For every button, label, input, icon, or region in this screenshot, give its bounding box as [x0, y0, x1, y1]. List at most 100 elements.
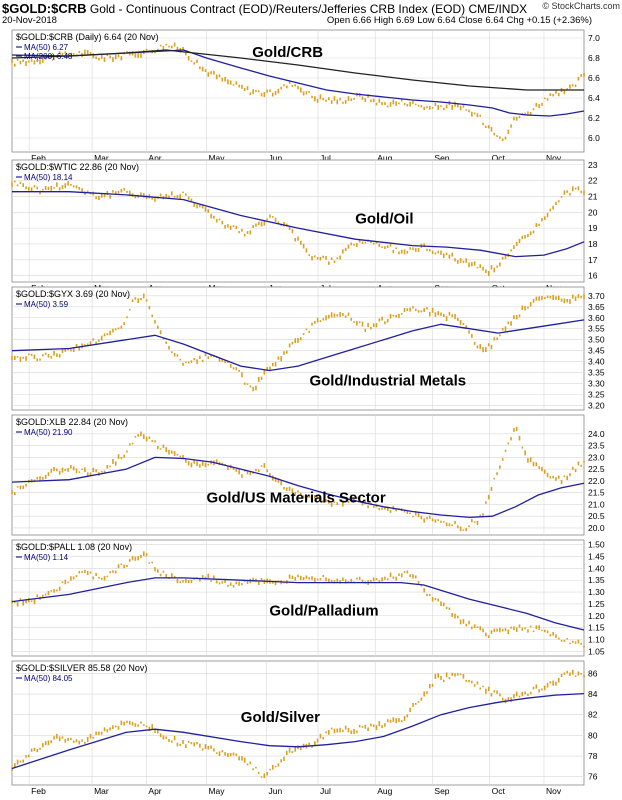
ma-label: MA(200) 6.48 [24, 52, 73, 61]
plot-frame [11, 414, 585, 536]
month-label: Oct [492, 786, 506, 796]
y-tick-label: 6.6 [588, 73, 600, 83]
panel-title: Gold/Oil [355, 210, 413, 227]
y-tick-label: 6.2 [588, 113, 600, 123]
y-tick-label: 20 [588, 207, 598, 217]
y-tick-label: 82 [588, 710, 598, 720]
chart-description: Gold - Continuous Contract (EOD)/Reuters… [89, 2, 528, 16]
y-tick-label: 23 [588, 160, 598, 170]
ma-label: MA(50) 84.05 [24, 674, 73, 683]
y-tick-label: 3.45 [588, 346, 605, 356]
y-tick-label: 1.35 [588, 575, 605, 585]
month-label: Feb [31, 786, 46, 796]
y-tick-label: 3.40 [588, 357, 605, 367]
month-label: Nov [546, 786, 562, 796]
y-tick-label: 3.20 [588, 401, 605, 411]
y-tick-label: 78 [588, 751, 598, 761]
y-tick-label: 21.5 [588, 488, 605, 498]
month-label: Aug [377, 786, 392, 796]
ma200-line [11, 49, 584, 91]
month-label: Mar [94, 786, 109, 796]
price-bars [11, 551, 585, 648]
y-tick-label: 22 [588, 176, 598, 186]
plot-frame [11, 660, 585, 786]
ma50-line [11, 456, 585, 519]
series-label: $GOLD:$CRB (Daily) 6.64 (20 Nov) [16, 32, 159, 42]
y-tick-label: 1.20 [588, 611, 605, 621]
y-tick-label: 3.70 [588, 291, 605, 301]
y-tick-label: 84 [588, 689, 598, 699]
panel-title: Gold/US Materials Sector [206, 490, 385, 507]
price-bars [11, 669, 585, 779]
month-label: Nov [546, 153, 562, 163]
y-tick-label: 16 [588, 271, 598, 281]
y-tick-label: 1.40 [588, 563, 605, 573]
ma-label: MA(50) 21.90 [24, 428, 73, 437]
y-tick-label: 23.5 [588, 441, 605, 451]
series-label: $GOLD:$PALL 1.08 (20 Nov) [16, 542, 132, 552]
ohlc-readout: Open 6.66 High 6.69 Low 6.64 Close 6.64 … [326, 15, 592, 26]
ma-label: MA(50) 6.27 [24, 43, 69, 52]
y-tick-label: 3.25 [588, 390, 605, 400]
series-label: $GOLD:$WTIC 22.86 (20 Nov) [16, 162, 139, 172]
month-label: Sep [434, 786, 449, 796]
price-bars [11, 293, 585, 392]
month-label: Aug [377, 153, 392, 163]
y-tick-label: 24.0 [588, 429, 605, 439]
month-label: Jul [320, 153, 331, 163]
y-tick-label: 3.30 [588, 379, 605, 389]
series-label: $GOLD:XLB 22.84 (20 Nov) [16, 417, 128, 427]
series-label: $GOLD:$GYX 3.69 (20 Nov) [16, 289, 130, 299]
y-tick-label: 6.4 [588, 93, 600, 103]
y-tick-label: 3.35 [588, 368, 605, 378]
series-label: $GOLD:$SILVER 85.58 (20 Nov) [16, 663, 147, 673]
chart-symbol: $GOLD:$CRB Gold - Continuous Contract (E… [2, 1, 527, 16]
y-tick-label: 17 [588, 255, 598, 265]
y-tick-label: 1.25 [588, 599, 605, 609]
y-tick-label: 20.0 [588, 523, 605, 533]
plot-frame [11, 286, 585, 411]
month-label: Jun [269, 153, 283, 163]
y-tick-label: 86 [588, 668, 598, 678]
month-label: Apr [148, 153, 161, 163]
y-tick-label: 1.45 [588, 552, 605, 562]
ma-label: MA(50) 1.14 [24, 553, 69, 562]
month-label: May [208, 786, 225, 796]
month-label: Jul [320, 786, 331, 796]
panel-6: 76 78 80 82 84 86 $GOLD:$SILVER 85.58 (20 Nov)… [11, 660, 598, 796]
ma50-line [11, 319, 585, 372]
month-label: Mar [94, 153, 109, 163]
y-tick-label: 20.5 [588, 511, 605, 521]
panel-title: Gold/Silver [241, 709, 320, 726]
panel-4: 20.0 20.5 21.021.5 22.0 22.5 23.023.5 24.0 $GOL… [11, 414, 605, 536]
y-tick-label: 1.50 [588, 540, 605, 550]
y-tick-label: 21.0 [588, 499, 605, 509]
panel-1: 6.0 6.2 6.4 6.6 6.8 7.0 $GOLD:$CRB (Daily) 6.6… [11, 29, 600, 163]
y-tick-label: 1.15 [588, 623, 605, 633]
y-tick-label: 1.30 [588, 587, 605, 597]
panel-5: 1.05 1.101.15 1.20 1.25 1.30 1.35 1.401.45 1.50… [11, 539, 605, 657]
y-tick-label: 3.60 [588, 313, 605, 323]
month-label: Jun [269, 786, 283, 796]
y-tick-label: 1.05 [588, 646, 605, 656]
y-tick-label: 3.50 [588, 335, 605, 345]
y-tick-label: 21 [588, 191, 598, 201]
y-tick-label: 80 [588, 730, 598, 740]
y-tick-label: 1.10 [588, 634, 605, 644]
ma50-line [11, 577, 585, 631]
panel-title: Gold/CRB [252, 44, 323, 61]
price-bars [11, 42, 585, 142]
month-label: Apr [148, 786, 161, 796]
plot-frame [11, 29, 585, 153]
month-label: May [208, 153, 225, 163]
y-tick-label: 23.0 [588, 452, 605, 462]
y-tick-label: 19 [588, 223, 598, 233]
y-tick-label: 22.5 [588, 464, 605, 474]
chart-date: 20-Nov-2018 [2, 15, 57, 26]
month-label: Sep [434, 153, 449, 163]
ma50-line [11, 692, 585, 770]
month-label: Oct [492, 153, 506, 163]
y-tick-label: 7.0 [588, 33, 600, 43]
panel-3: 3.203.253.303.353.403.453.503.553.603.65… [11, 286, 605, 411]
y-tick-label: 18 [588, 239, 598, 249]
